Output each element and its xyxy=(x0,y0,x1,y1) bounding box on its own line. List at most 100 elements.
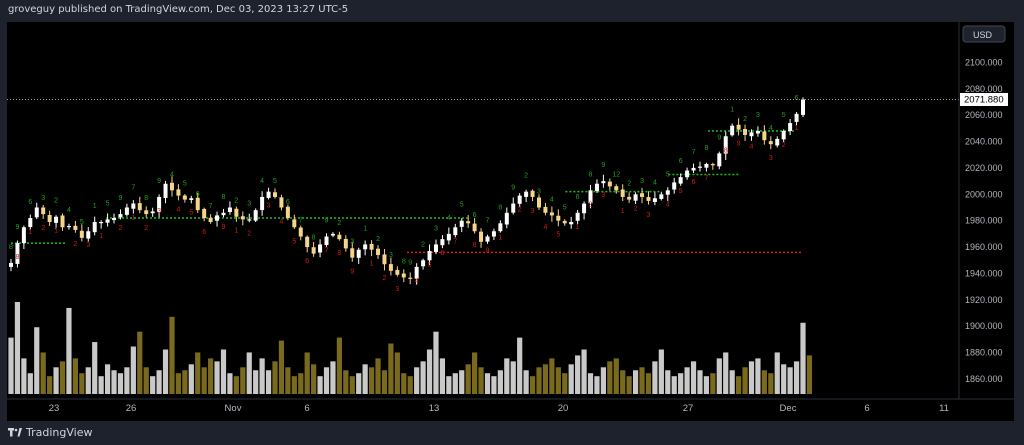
setup-count-red: 2 xyxy=(144,225,148,232)
setup-count-green: 6 xyxy=(473,212,477,219)
setup-count-red: 1 xyxy=(795,125,799,132)
setup-count-green: 9 xyxy=(408,260,412,267)
volume-bar xyxy=(162,349,169,394)
candle xyxy=(685,167,690,180)
volume-bar xyxy=(59,361,66,394)
volume-bar xyxy=(220,349,227,394)
volume-bar xyxy=(426,349,433,394)
volume-bar xyxy=(259,358,265,394)
publish-header: groveguy published on TradingView.com, D… xyxy=(8,4,349,15)
price-tick-label: 2040.000 xyxy=(965,137,1003,147)
volume-bar xyxy=(665,370,671,394)
volume-bar xyxy=(690,361,697,394)
volume-bar xyxy=(98,376,104,394)
setup-count-green: 7 xyxy=(299,218,303,225)
volume-bar xyxy=(600,367,606,394)
footer-brand: TradingView xyxy=(26,425,93,439)
candle xyxy=(710,162,715,170)
candle xyxy=(491,228,496,241)
volume-bar xyxy=(111,370,117,394)
setup-count-red: 2 xyxy=(73,241,77,248)
volume-bar xyxy=(452,373,458,394)
volume-bar xyxy=(169,316,175,394)
candle xyxy=(363,240,368,256)
volume-bar xyxy=(117,373,124,394)
setup-count-green: 6 xyxy=(795,95,799,102)
setup-count-green: 9 xyxy=(157,178,161,185)
candle xyxy=(453,223,458,238)
candle xyxy=(47,210,52,226)
candle xyxy=(202,207,207,222)
candle xyxy=(253,208,258,223)
candle xyxy=(543,202,548,216)
candle xyxy=(401,269,406,283)
setup-count-green: 1 xyxy=(363,225,367,232)
volume-bar xyxy=(459,370,465,394)
candle xyxy=(646,191,651,205)
setup-count-green: 3 xyxy=(756,112,760,119)
setup-count-red: 1 xyxy=(498,234,502,241)
candle xyxy=(498,220,503,233)
candle xyxy=(376,245,381,259)
candle xyxy=(118,209,123,220)
volume-bar xyxy=(175,373,182,394)
volume-bar xyxy=(465,364,471,394)
candle xyxy=(704,162,709,172)
volume-bar xyxy=(375,358,381,394)
candles xyxy=(9,97,805,285)
setup-count-red: 2 xyxy=(41,225,45,232)
setup-count-red: 8 xyxy=(473,242,477,249)
candle xyxy=(801,97,805,118)
setup-count-red: 1 xyxy=(576,224,580,231)
candle xyxy=(607,178,612,191)
candle xyxy=(137,196,142,214)
setup-count-green: 5 xyxy=(183,181,187,188)
candle xyxy=(588,184,593,209)
volume-bar xyxy=(414,367,420,394)
volume-bar xyxy=(150,376,156,394)
candle xyxy=(388,257,393,276)
price-tick-label: 2080.000 xyxy=(965,84,1003,94)
volume-bar xyxy=(53,367,59,394)
candle xyxy=(524,189,529,203)
candle xyxy=(208,214,213,224)
time-tick-label: Nov xyxy=(225,403,242,414)
candle xyxy=(79,224,84,242)
price-tick-label: 2060.000 xyxy=(965,110,1003,120)
candle xyxy=(594,179,599,193)
setup-count-red: 2 xyxy=(119,225,123,232)
setup-count-green: 2 xyxy=(524,173,528,180)
setup-count-green: 2 xyxy=(234,198,238,205)
candle xyxy=(421,258,426,270)
tradingview-logo-icon xyxy=(8,428,22,437)
setup-count-green: 7 xyxy=(486,218,490,225)
candle xyxy=(549,206,554,222)
setup-count-red: 4 xyxy=(279,219,283,226)
candle xyxy=(762,125,767,145)
volume-bar xyxy=(587,373,594,394)
setup-count-green: 3 xyxy=(434,225,438,232)
volume-bar xyxy=(562,373,568,394)
volume-bar xyxy=(265,370,272,394)
volume-bar xyxy=(645,373,652,394)
volume-bar xyxy=(781,364,787,394)
candle xyxy=(247,213,252,223)
candle xyxy=(717,151,722,170)
volume-bar xyxy=(368,367,375,394)
volume-bar xyxy=(343,370,349,394)
volume-bar xyxy=(253,370,259,394)
volume-bar xyxy=(85,367,91,394)
setup-count-green: 9 xyxy=(601,162,605,169)
setup-count-red: 9 xyxy=(737,141,741,148)
volume-bar xyxy=(214,361,220,394)
volume-bar xyxy=(336,337,342,394)
setup-count-green: 8 xyxy=(312,235,316,242)
candle xyxy=(279,194,284,211)
volume-bar xyxy=(420,361,426,394)
volume-bar xyxy=(581,349,587,394)
currency-button[interactable]: USD xyxy=(962,25,1006,43)
volume-bar xyxy=(523,370,529,394)
last-price-badge: 2071.880 xyxy=(960,92,1008,106)
